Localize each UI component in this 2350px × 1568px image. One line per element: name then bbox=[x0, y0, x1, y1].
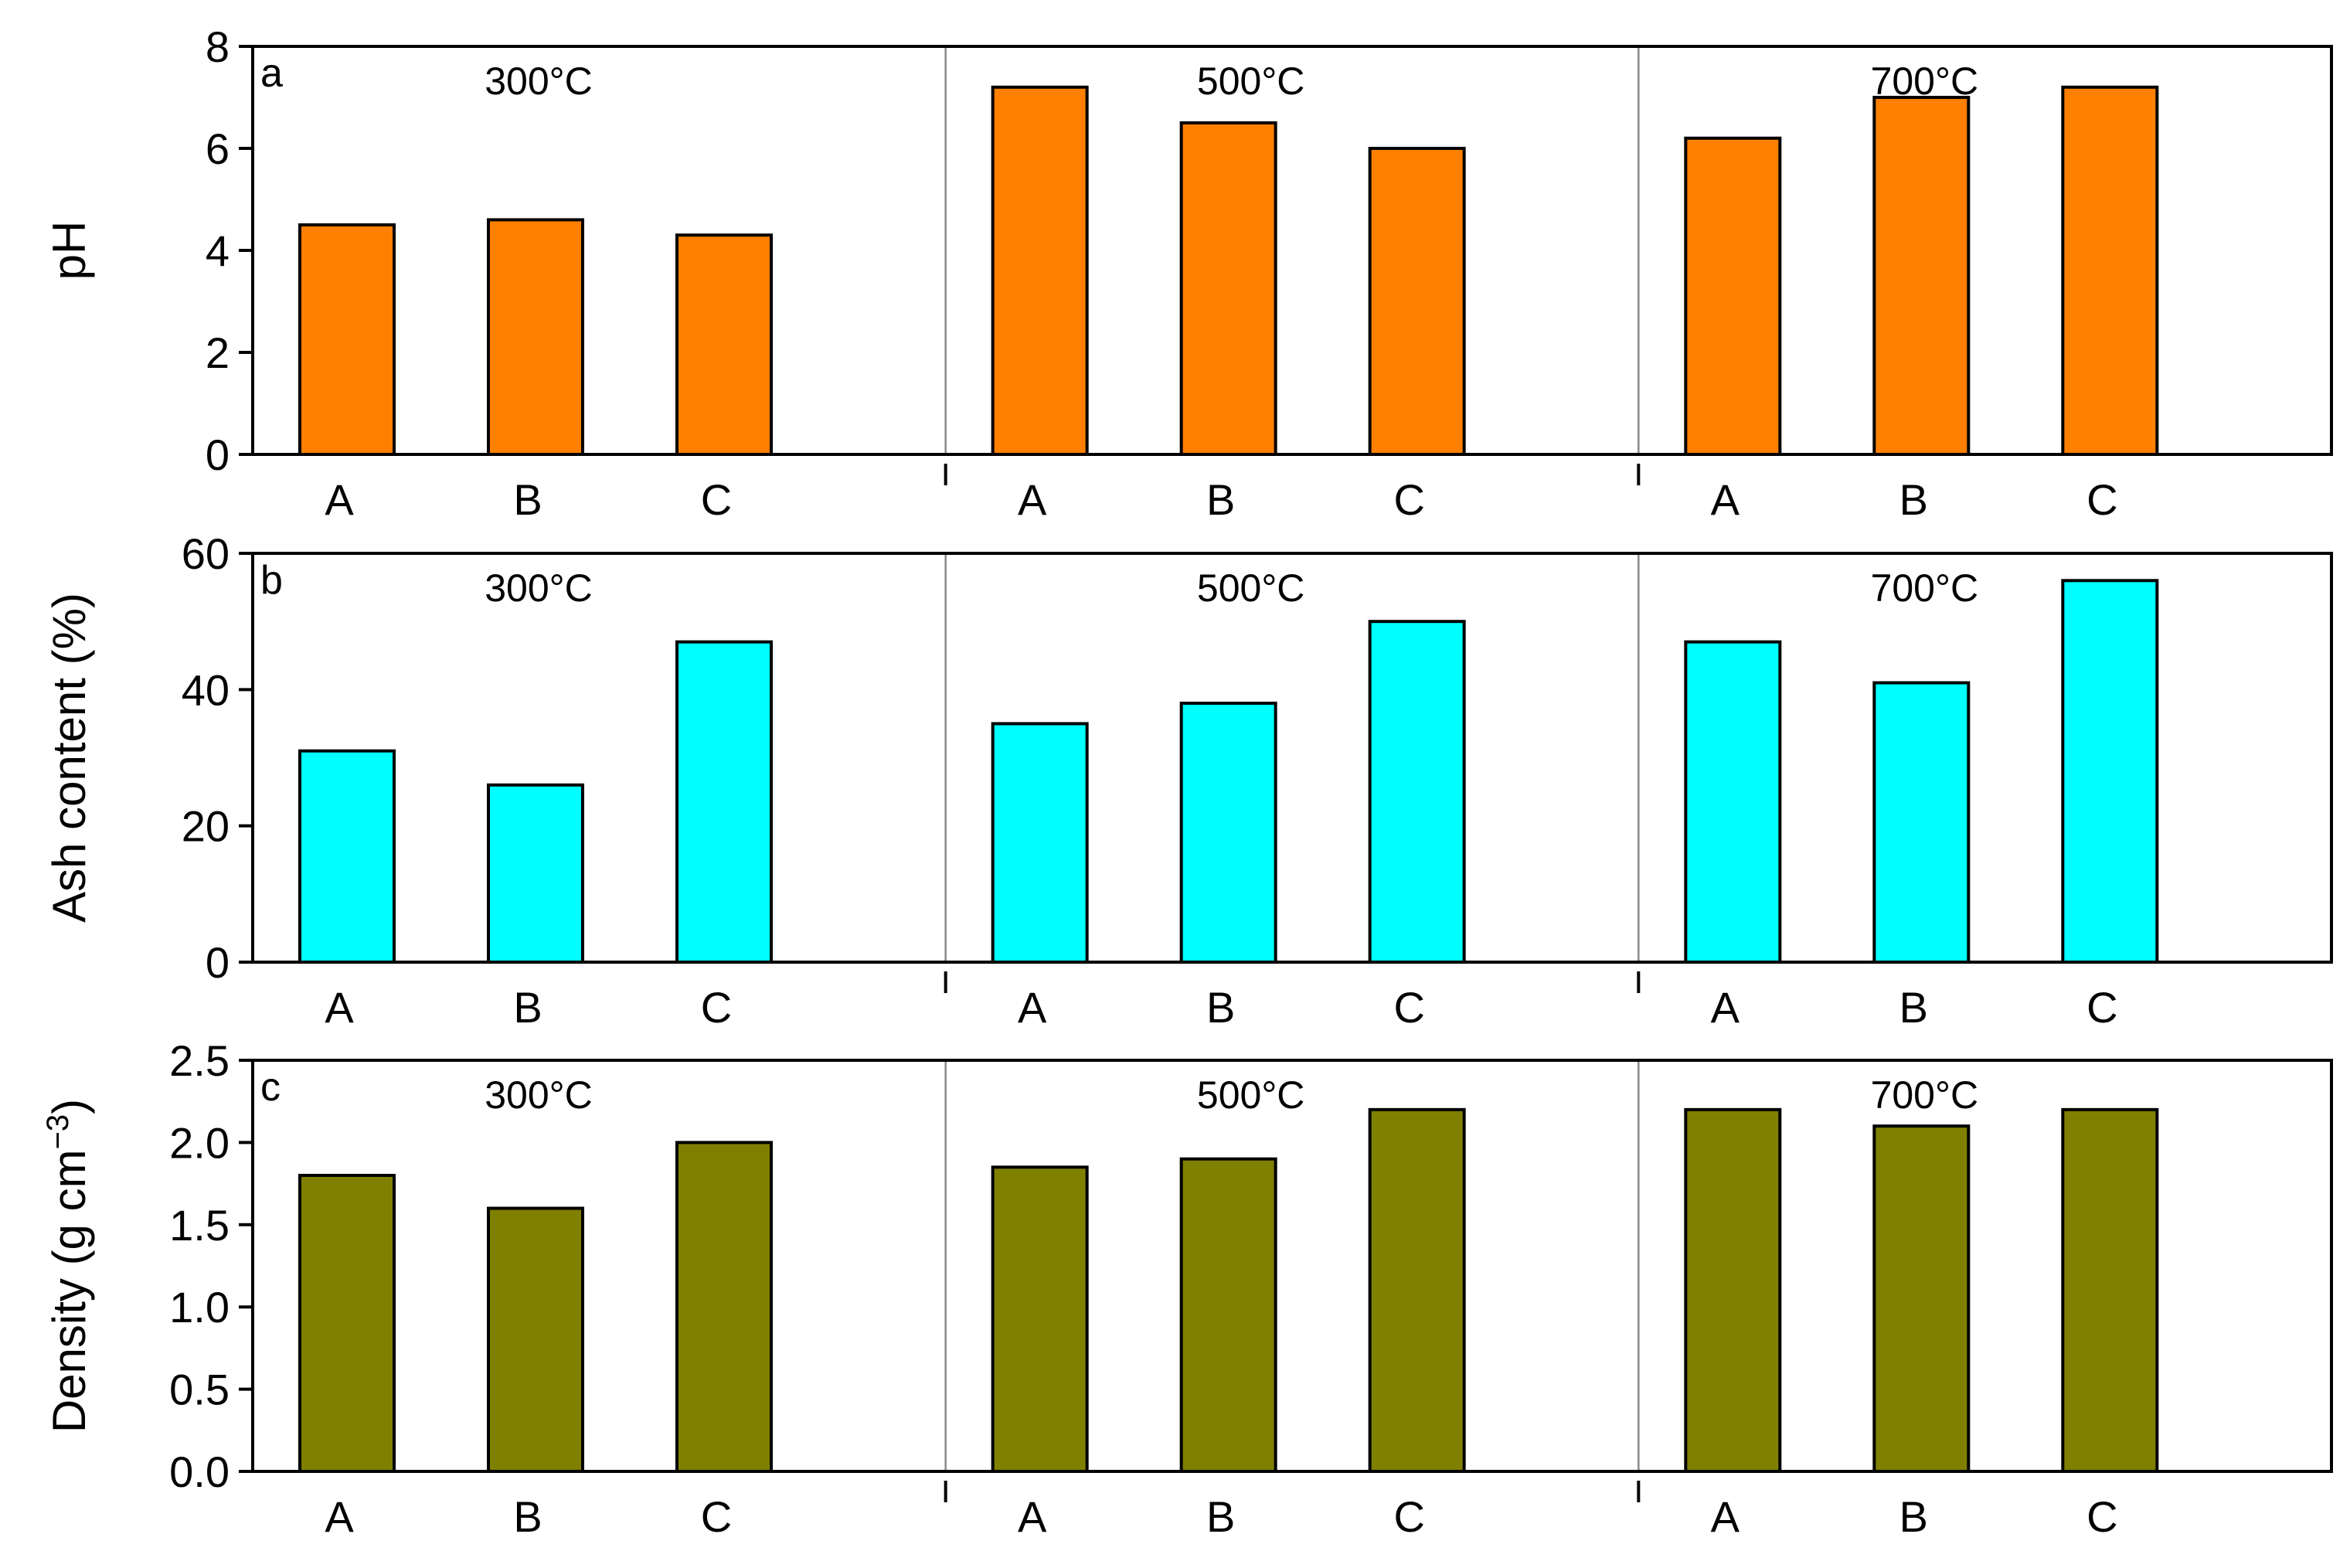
temperature-label: 700°C bbox=[1871, 60, 1979, 103]
category-label: B bbox=[1899, 983, 1928, 1032]
bar-B-700°C bbox=[1872, 1124, 1971, 1473]
y-axis-label: Ash content (%) bbox=[43, 593, 95, 923]
category-label: C bbox=[2086, 475, 2117, 524]
category-label: A bbox=[325, 1492, 354, 1541]
bar-C-500°C bbox=[1368, 1107, 1466, 1473]
bar-A-300°C bbox=[298, 1173, 396, 1473]
bar-B-700°C bbox=[1872, 681, 1971, 964]
y-tick-label: 1.0 bbox=[169, 1283, 230, 1332]
category-label: B bbox=[1206, 1492, 1235, 1541]
plot-frame bbox=[251, 1059, 2333, 1473]
y-tick-label: 2.5 bbox=[169, 1036, 230, 1085]
bar-B-500°C bbox=[1179, 121, 1277, 456]
bar-B-300°C bbox=[487, 783, 584, 964]
category-label: C bbox=[1393, 1492, 1424, 1541]
category-label: A bbox=[1018, 983, 1047, 1032]
bar-C-300°C bbox=[675, 233, 773, 456]
category-label: C bbox=[701, 1492, 732, 1541]
category-label: A bbox=[1018, 475, 1047, 524]
bar-B-300°C bbox=[487, 218, 584, 456]
category-label: B bbox=[1206, 983, 1235, 1032]
bar-A-700°C bbox=[1684, 640, 1782, 964]
y-tick-label: 60 bbox=[182, 529, 230, 578]
category-label: C bbox=[1393, 475, 1424, 524]
y-tick-label: 20 bbox=[182, 802, 230, 851]
y-tick-label: 0 bbox=[206, 430, 230, 479]
category-label: B bbox=[513, 983, 542, 1032]
category-label: B bbox=[1206, 475, 1235, 524]
temperature-label: 500°C bbox=[1197, 60, 1305, 103]
category-label: C bbox=[2086, 983, 2117, 1032]
category-label: C bbox=[701, 475, 732, 524]
panel-a: A B C 300°C A B C 500°C A B C 700°C 0 2 4 6 8a pH bbox=[43, 22, 2333, 524]
bar-B-700°C bbox=[1872, 96, 1971, 456]
temperature-label: 700°C bbox=[1871, 1073, 1979, 1117]
category-label: A bbox=[1018, 1492, 1047, 1541]
y-tick-label: 2 bbox=[206, 328, 230, 377]
category-label: C bbox=[701, 983, 732, 1032]
temperature-label: 500°C bbox=[1197, 566, 1305, 610]
bar-A-500°C bbox=[991, 85, 1089, 457]
panel-letter: b bbox=[260, 558, 283, 603]
category-label: B bbox=[513, 475, 542, 524]
panel-b: A B C 300°C A B C 500°C A B C 700°C 0 20 40 60 b Ash cont… bbox=[43, 529, 2333, 1032]
plot-frame bbox=[251, 552, 2333, 964]
bar-A-300°C bbox=[298, 749, 396, 964]
category-label: B bbox=[1899, 475, 1928, 524]
bar-C-700°C bbox=[2061, 85, 2159, 457]
temperature-label: 500°C bbox=[1197, 1073, 1305, 1117]
bar-B-500°C bbox=[1179, 701, 1277, 964]
y-tick-label: 0 bbox=[206, 938, 230, 987]
y-tick-label: 4 bbox=[206, 226, 230, 275]
panel-letter: c bbox=[260, 1065, 281, 1110]
bar-B-500°C bbox=[1179, 1157, 1277, 1474]
y-tick-label: 40 bbox=[182, 665, 230, 714]
category-label: A bbox=[1711, 475, 1740, 524]
bar-C-700°C bbox=[2061, 579, 2159, 964]
bar-C-700°C bbox=[2061, 1107, 2159, 1473]
bar-C-500°C bbox=[1368, 147, 1466, 456]
panel-c: A B C 300°C A B C 500°C A B C 700°C 0.0 0.5 1.0 1.5 2.0 2… bbox=[41, 1036, 2333, 1541]
temperature-label: 300°C bbox=[485, 566, 593, 610]
category-label: C bbox=[2086, 1492, 2117, 1541]
bar-C-300°C bbox=[675, 1141, 773, 1474]
y-tick-label: 6 bbox=[206, 124, 230, 173]
category-label: B bbox=[1899, 1492, 1928, 1541]
bar-B-300°C bbox=[487, 1206, 584, 1474]
category-label: A bbox=[1711, 1492, 1740, 1541]
bar-C-300°C bbox=[675, 640, 773, 964]
bar-C-500°C bbox=[1368, 620, 1466, 964]
bar-A-700°C bbox=[1684, 136, 1782, 457]
category-label: A bbox=[325, 475, 354, 524]
bar-A-700°C bbox=[1684, 1107, 1782, 1473]
y-tick-label: 0.5 bbox=[169, 1366, 230, 1414]
temperature-label: 700°C bbox=[1871, 566, 1979, 610]
temperature-label: 300°C bbox=[485, 1073, 593, 1117]
plot-frame bbox=[251, 45, 2333, 456]
category-label: C bbox=[1393, 983, 1424, 1032]
y-tick-label: 1.5 bbox=[169, 1201, 230, 1250]
bar-A-500°C bbox=[991, 722, 1089, 964]
panel-letter: a bbox=[260, 51, 283, 96]
category-label: B bbox=[513, 1492, 542, 1541]
bar-A-500°C bbox=[991, 1165, 1089, 1473]
y-axis-label: Density (g cm−3) bbox=[41, 1099, 95, 1433]
category-label: A bbox=[325, 983, 354, 1032]
y-tick-label: 2.0 bbox=[169, 1118, 230, 1167]
category-label: A bbox=[1711, 983, 1740, 1032]
y-tick-label: 0.0 bbox=[169, 1447, 230, 1496]
temperature-label: 300°C bbox=[485, 60, 593, 103]
bar-A-300°C bbox=[298, 223, 396, 456]
y-tick-label: 8 bbox=[206, 22, 230, 71]
y-axis-label: pH bbox=[43, 221, 95, 281]
